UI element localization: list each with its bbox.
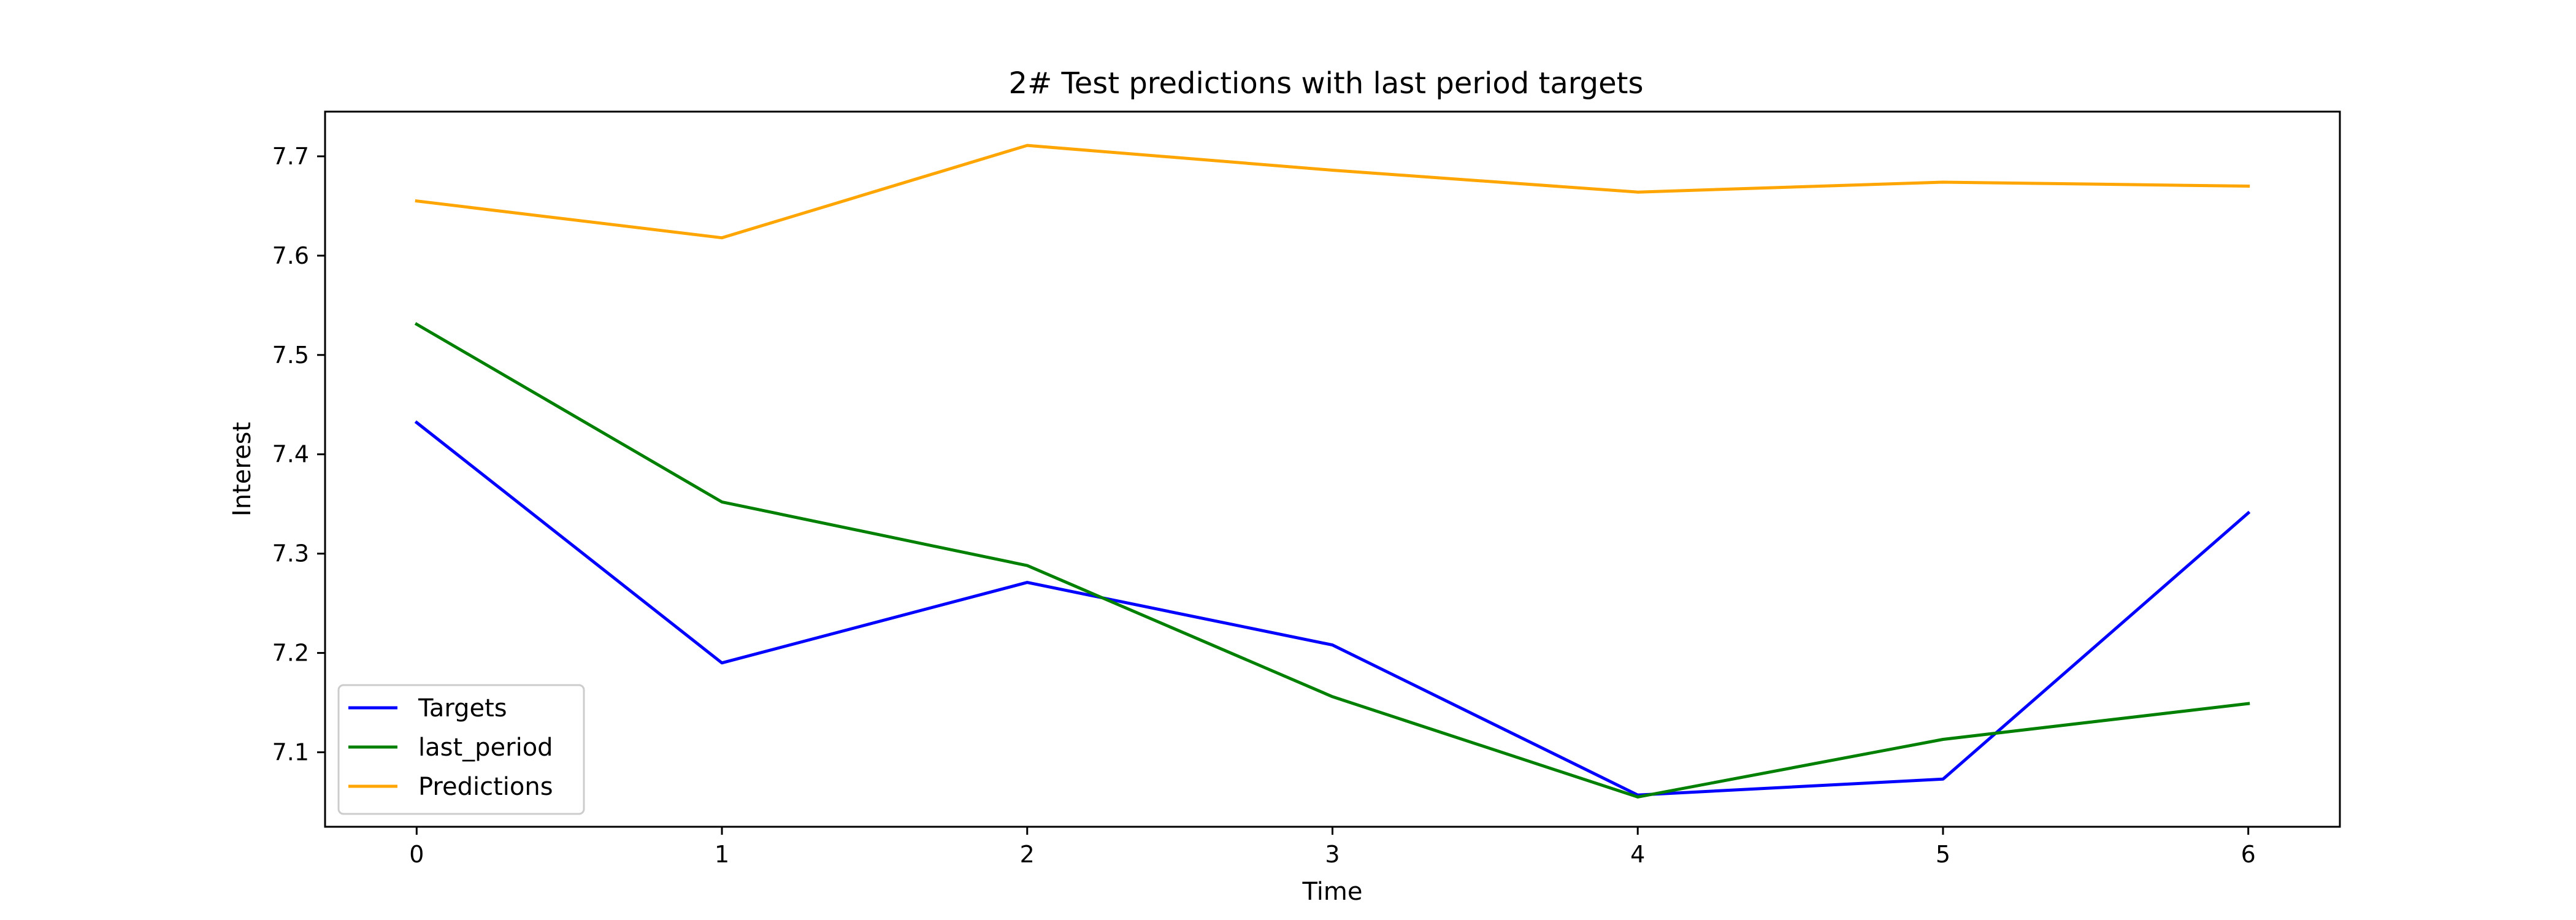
- x-axis-label: Time: [1302, 878, 1363, 906]
- series-line-last-period: [414, 322, 2250, 799]
- plot-area: [414, 144, 2251, 799]
- plot-frame: [324, 110, 2341, 828]
- y-axis-label: Interest: [228, 422, 256, 516]
- legend-label-last-period: last_period: [418, 734, 553, 762]
- y-tick-label: 7.4: [272, 441, 309, 468]
- y-tick-label: 7.5: [272, 342, 309, 369]
- legend: Targets last_period Predictions: [337, 684, 585, 815]
- x-axis: 0 1 2 3 4 5 6: [409, 827, 2256, 868]
- chart-title: 2# Test predictions with last period tar…: [1009, 66, 1644, 101]
- y-tick-label: 7.6: [272, 242, 309, 269]
- y-axis: 7.1 7.2 7.3 7.4 7.5 7.6 7.7: [272, 143, 325, 766]
- x-tick-label: 2: [1020, 841, 1035, 868]
- series-line-predictions: [415, 144, 2250, 240]
- series-line-targets: [414, 420, 2251, 797]
- x-tick-label: 6: [2241, 841, 2256, 868]
- x-tick-label: 4: [1630, 841, 1645, 868]
- legend-box: [337, 684, 585, 815]
- y-tick-label: 7.2: [272, 640, 309, 667]
- legend-label-targets: Targets: [418, 694, 507, 723]
- x-tick-label: 3: [1325, 841, 1340, 868]
- x-tick-label: 1: [715, 841, 729, 868]
- legend-label-predictions: Predictions: [418, 773, 553, 801]
- y-tick-label: 7.1: [272, 739, 309, 766]
- x-tick-label: 5: [1936, 841, 1950, 868]
- y-tick-label: 7.3: [272, 540, 309, 567]
- y-tick-label: 7.7: [272, 143, 309, 170]
- x-tick-label: 0: [409, 841, 424, 868]
